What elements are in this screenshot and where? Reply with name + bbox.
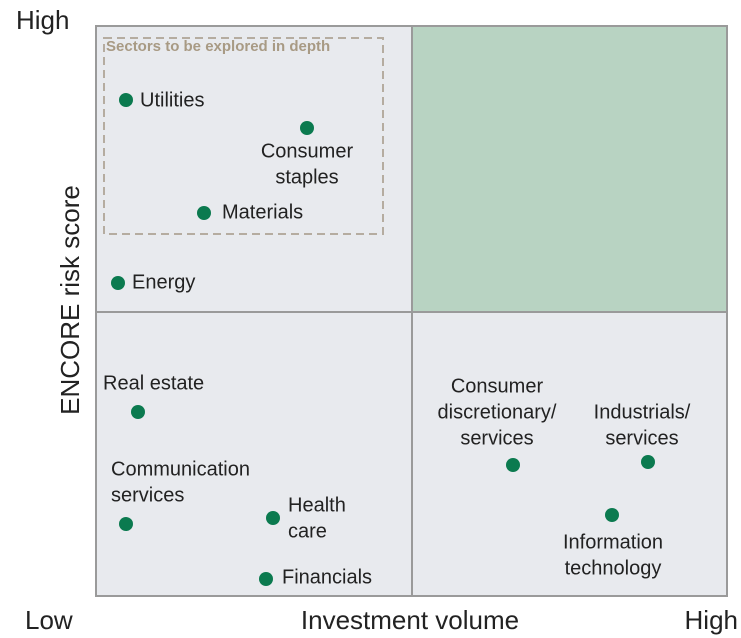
callout-box [103, 37, 384, 235]
x-axis-low: Low [25, 605, 73, 635]
sector-label: Utilities [140, 89, 204, 111]
sector-dot [131, 405, 145, 419]
sector-dot [641, 455, 655, 469]
quadrant-bottom-right [412, 312, 727, 596]
sector-dot [300, 121, 314, 135]
sector-label: services [460, 427, 533, 449]
quadrant-bottom-left [96, 312, 412, 596]
sector-label: technology [565, 557, 662, 579]
sector-dot [266, 511, 280, 525]
sector-label: Consumer [261, 140, 354, 162]
x-axis-high: High [685, 605, 738, 635]
sector-label: Information [563, 531, 663, 553]
sector-label: Communication [111, 458, 250, 480]
sector-label: Materials [222, 201, 303, 223]
sector-dot [119, 93, 133, 107]
sector-label: Consumer [451, 375, 544, 397]
sectors: Utilities Consumer staples Materials Energy R… [103, 89, 691, 588]
sector-label: services [111, 484, 184, 506]
y-axis-label: ENCORE risk score [55, 185, 85, 415]
sector-label: Industrials/ [594, 401, 691, 423]
sector-label: staples [275, 166, 338, 188]
sector-dot [119, 517, 133, 531]
sector-label: discretionary/ [438, 401, 557, 423]
callout-label: Sectors to be explored in depth [106, 38, 330, 55]
x-axis-label: Investment volume [301, 605, 519, 635]
y-axis-high: High [16, 5, 69, 35]
sector-label: Health [288, 494, 346, 516]
quadrant-top-right [412, 26, 727, 312]
quadrant-top-left [96, 26, 412, 312]
sector-dot [197, 206, 211, 220]
sector-dot [111, 276, 125, 290]
sector-label: services [605, 427, 678, 449]
sector-label: Energy [132, 271, 195, 293]
sector-label: Real estate [103, 372, 204, 394]
sector-label: Financials [282, 566, 372, 588]
sector-dot [506, 458, 520, 472]
sector-label: care [288, 520, 327, 542]
sector-dot [605, 508, 619, 522]
sector-dot [259, 572, 273, 586]
